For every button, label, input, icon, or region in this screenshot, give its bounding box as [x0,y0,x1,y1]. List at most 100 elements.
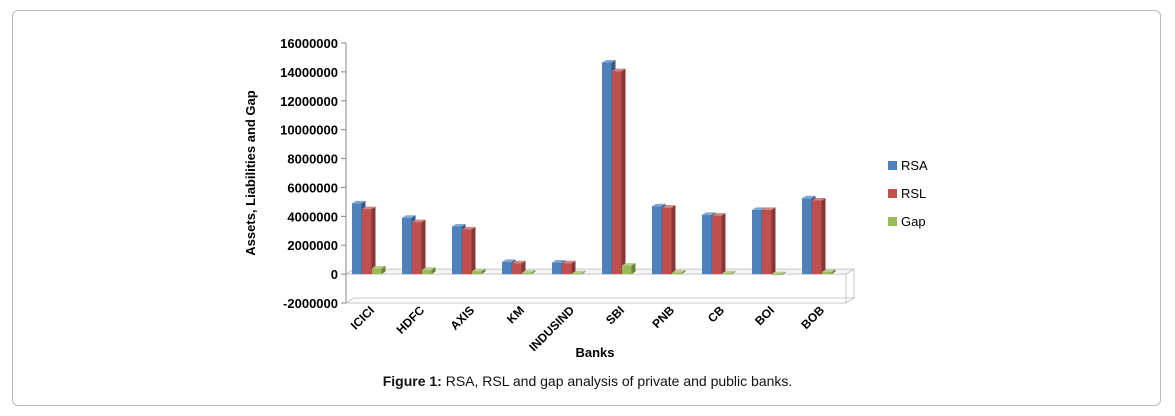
bar-rsl-km [512,260,526,275]
bar-front [472,271,482,275]
bar-gap-hdfc [422,267,436,275]
bar-top [402,215,416,218]
bar-top [802,195,816,199]
bar-top [622,262,636,266]
bar-side [731,270,736,275]
bar-top [612,68,626,72]
bar-rsl-bob [812,197,826,275]
bar-top [772,271,786,275]
bar-top [462,226,476,230]
x-tick-label: HDFC [394,303,428,337]
bar-front [762,209,772,275]
bar-side [431,267,436,275]
bar-front [772,274,782,276]
bar-front [602,62,612,275]
bar-front [372,268,382,275]
x-tick-label: BOB [798,303,827,332]
bar-front [822,271,832,275]
bar-front [652,206,662,275]
bar-front [672,272,682,275]
y-axis-title: Assets, Liabilities and Gap [243,90,258,255]
bar-top [672,270,686,273]
legend-label: Gap [901,214,926,229]
bar-front [812,200,822,275]
bar-side [781,271,786,276]
x-axis-title: Banks [575,345,614,360]
bar-side [621,68,626,275]
bar-front [552,262,562,275]
bar-top [812,197,826,201]
bar-side [831,269,836,275]
y-tick-label: 6000000 [287,180,338,195]
bar-side [471,226,476,275]
y-axis: 16000000 14000000 12000000 10000000 8000000 6… [280,36,347,311]
bar-side [521,260,526,275]
bar-front [802,198,812,275]
bar-gap-pnb [672,270,686,275]
bar-top [412,219,426,223]
bar-side [821,197,826,275]
bar-side [671,205,676,275]
caption-text: RSA, RSL and gap analysis of private and… [441,373,793,389]
bar-front [562,263,572,275]
figure-frame [12,10,1161,406]
bar-side [381,265,386,275]
bar-top [822,269,836,272]
bar-rsl-axis [462,226,476,275]
bar-chart: 16000000 14000000 12000000 10000000 8000000 6… [243,36,928,360]
bar-top [512,260,526,264]
bar-top [722,270,736,274]
bar-rsl-boi [762,207,776,275]
bar-top [362,206,376,210]
bar-top [372,265,386,269]
bar-top [502,259,516,262]
x-tick-label: PNB [649,303,677,331]
x-tick-label: BOI [752,303,777,328]
bar-rsl-cb [712,213,726,275]
bar-top [602,60,616,63]
bar-top [572,270,586,274]
bar-gap-cb [722,270,736,275]
bar-front [512,263,522,275]
bar-front [362,209,372,275]
bar-side [631,262,636,275]
bar-top [712,213,726,216]
x-tick-label: KM [504,303,527,326]
legend-label: RSL [901,186,926,201]
bar-rsl-sbi [612,68,626,275]
caption-label: Figure 1: [382,373,442,389]
legend-item-gap: Gap [888,214,926,229]
bar-front [712,215,722,275]
x-tick-label: INDUSIND [526,303,577,354]
bar-side [581,270,586,275]
figure-caption: Figure 1: RSA, RSL and gap analysis of p… [0,373,1175,389]
bar-front [662,207,672,275]
bar-gap-icici [372,265,386,275]
y-tick-label: 12000000 [280,94,338,109]
bar-top [522,270,536,273]
x-tick-label: CB [705,303,727,325]
legend-label: RSA [901,158,928,173]
bar-front [462,229,472,275]
bar-front [722,273,732,275]
x-tick-label: AXIS [447,303,477,333]
bar-side [371,206,376,275]
bar-front [622,265,632,275]
legend-item-rsl: RSL [888,186,926,201]
y-tick-label: 4000000 [287,209,338,224]
bar-top [662,205,676,208]
y-tick-label: 8000000 [287,152,338,167]
x-tick-label: ICICI [348,303,377,332]
bar-gap-indusind [572,270,586,275]
bar-front [412,222,422,275]
bar-gap-bob [822,269,836,275]
bar-front [502,261,512,275]
bar-front [702,214,712,275]
bar-top [452,223,466,227]
bar-top [562,260,576,264]
y-tick-label: 2000000 [287,238,338,253]
bar-side [531,270,536,275]
legend-item-rsa: RSA [888,158,928,173]
bar-top [552,260,566,263]
bar-rsl-pnb [662,205,676,275]
